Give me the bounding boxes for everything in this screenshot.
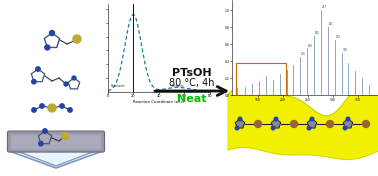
Circle shape	[32, 79, 36, 84]
Circle shape	[32, 108, 36, 112]
Circle shape	[62, 133, 68, 140]
Circle shape	[327, 121, 333, 127]
Polygon shape	[228, 81, 378, 159]
Circle shape	[310, 117, 314, 121]
Circle shape	[238, 117, 242, 121]
Circle shape	[60, 104, 64, 108]
Circle shape	[39, 142, 43, 146]
Polygon shape	[343, 119, 353, 128]
Circle shape	[307, 126, 311, 130]
Circle shape	[235, 126, 239, 130]
Polygon shape	[235, 119, 245, 128]
Polygon shape	[14, 149, 98, 166]
Circle shape	[45, 45, 50, 50]
Circle shape	[274, 117, 278, 121]
Circle shape	[291, 121, 297, 127]
Circle shape	[40, 104, 44, 108]
Circle shape	[72, 76, 76, 80]
Circle shape	[73, 35, 81, 43]
Circle shape	[48, 104, 56, 112]
Circle shape	[64, 82, 68, 86]
Circle shape	[346, 117, 350, 121]
Polygon shape	[307, 119, 317, 128]
Circle shape	[50, 30, 54, 36]
Circle shape	[254, 121, 262, 127]
Text: PTsOH: PTsOH	[172, 68, 212, 78]
Circle shape	[363, 121, 370, 127]
FancyBboxPatch shape	[11, 135, 101, 150]
Text: Neat: Neat	[177, 94, 207, 104]
Circle shape	[36, 67, 40, 71]
Text: 80 °C, 4h: 80 °C, 4h	[169, 78, 215, 88]
Circle shape	[43, 129, 47, 133]
Circle shape	[343, 126, 347, 130]
Circle shape	[271, 126, 275, 130]
Polygon shape	[271, 119, 281, 128]
FancyBboxPatch shape	[8, 131, 104, 152]
Circle shape	[68, 108, 72, 112]
